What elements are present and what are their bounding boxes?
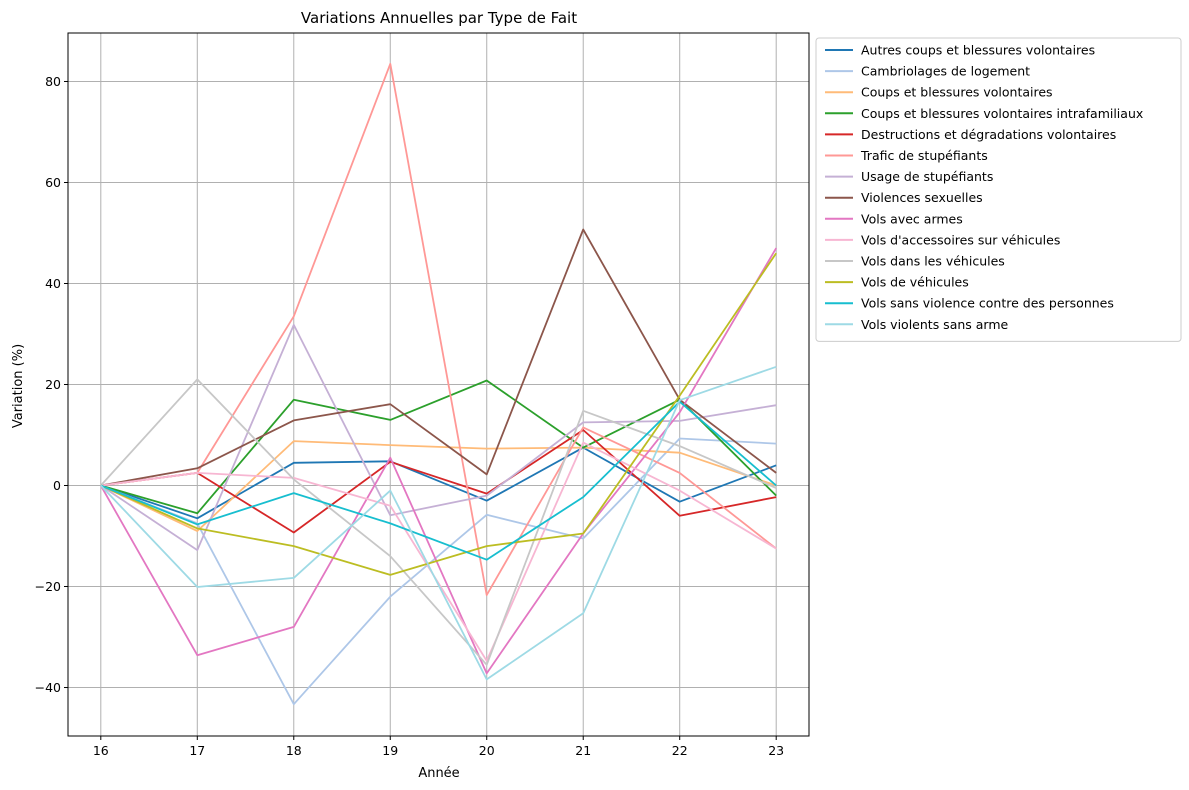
legend-label: Destructions et dégradations volontaires xyxy=(861,127,1116,142)
series-line xyxy=(100,228,777,487)
grid xyxy=(68,33,809,736)
x-tick-label: 21 xyxy=(575,743,591,758)
series-line xyxy=(100,365,777,681)
series-line xyxy=(100,429,777,534)
series-line xyxy=(100,440,777,532)
legend-label: Violences sexuelles xyxy=(861,190,983,205)
series-line xyxy=(100,446,777,520)
legend-label: Usage de stupéfiants xyxy=(861,169,993,184)
series-line xyxy=(100,437,777,706)
legend-label: Cambriolages de logement xyxy=(861,64,1030,79)
legend-label: Coups et blessures volontaires xyxy=(861,85,1053,100)
x-tick-label: 20 xyxy=(479,743,495,758)
y-axis-label: Variation (%) xyxy=(11,344,26,428)
x-tick-label: 19 xyxy=(382,743,398,758)
x-tick-label: 23 xyxy=(768,743,784,758)
series-line xyxy=(100,247,777,675)
legend-box xyxy=(815,37,1182,342)
legend-label: Vols de véhicules xyxy=(861,275,969,290)
legend-label: Coups et blessures volontaires intrafami… xyxy=(861,106,1143,121)
y-tick-label: 0 xyxy=(53,478,61,493)
axes: 16 17 18 19 20 21 22 23 −40 −20 0 20 40 60 80 xyxy=(35,74,785,758)
x-axis-label: Année xyxy=(418,766,459,781)
legend-label: Trafic de stupéfiants xyxy=(860,148,988,163)
x-tick-label: 22 xyxy=(672,743,688,758)
chart-title: Variations Annuelles par Type de Fait xyxy=(301,9,577,27)
series-line xyxy=(100,323,777,551)
series-line xyxy=(100,378,777,666)
series-line xyxy=(100,62,777,596)
legend-label: Vols dans les véhicules xyxy=(861,254,1005,269)
series-line xyxy=(100,379,777,515)
y-tick-label: 40 xyxy=(45,276,61,291)
legend-label: Autres coups et blessures volontaires xyxy=(861,43,1095,58)
legend-label: Vols violents sans arme xyxy=(861,317,1009,332)
legend: Autres coups et blessures volontaires Cam… xyxy=(815,37,1182,342)
legend-label: Vols sans violence contre des personnes xyxy=(861,296,1114,311)
x-tick-label: 17 xyxy=(189,743,205,758)
y-tick-label: 60 xyxy=(45,175,61,190)
series-lines xyxy=(100,62,777,706)
legend-label: Vols d'accessoires sur véhicules xyxy=(861,232,1060,247)
legend-label: Vols avec armes xyxy=(861,211,963,226)
y-tick-label: 80 xyxy=(45,74,61,89)
x-tick-label: 18 xyxy=(286,743,302,758)
series-line xyxy=(100,400,777,561)
y-tick-label: 20 xyxy=(45,377,61,392)
y-tick-label: −40 xyxy=(35,680,61,695)
y-tick-label: −20 xyxy=(35,579,61,594)
x-tick-label: 16 xyxy=(93,743,109,758)
